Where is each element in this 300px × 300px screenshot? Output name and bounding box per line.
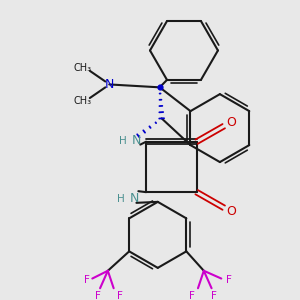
Text: O: O (226, 116, 236, 129)
Text: F: F (95, 291, 101, 300)
Text: F: F (226, 275, 232, 286)
Text: F: F (116, 291, 122, 300)
Text: O: O (226, 205, 236, 218)
Text: CH₃: CH₃ (73, 63, 91, 73)
Text: F: F (83, 275, 89, 286)
Text: CH₃: CH₃ (73, 96, 91, 106)
Text: F: F (189, 291, 195, 300)
Text: N: N (105, 78, 114, 91)
Text: F: F (211, 291, 217, 300)
Text: N: N (130, 193, 139, 206)
Text: N: N (132, 134, 141, 147)
Text: H: H (117, 194, 125, 204)
Text: H: H (119, 136, 127, 146)
